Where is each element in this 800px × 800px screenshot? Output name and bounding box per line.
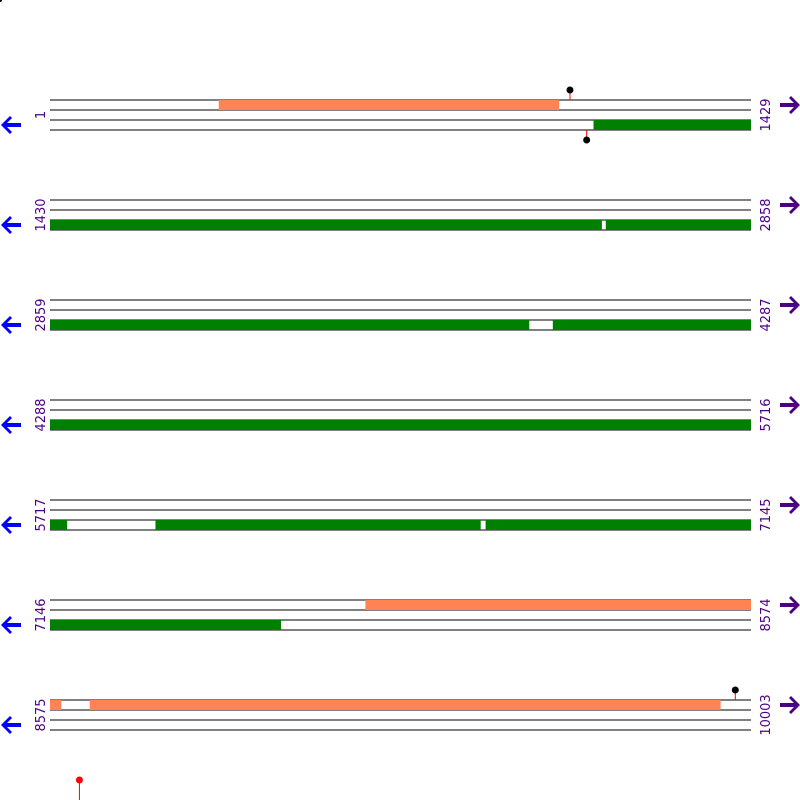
forward-feature-bar (89, 700, 721, 710)
reverse-direction-arrow-icon (1, 716, 21, 734)
reverse-feature-bar (50, 520, 68, 530)
row-start-label: 4288 (34, 398, 49, 431)
site-marker (583, 136, 591, 144)
corner-dot (0, 0, 2, 2)
reverse-feature-bar (593, 120, 751, 130)
forward-direction-arrow-icon (780, 696, 800, 714)
rows-layer: 1 1429 1430 2858 2859 4287 4288 5716 5717 7145 714… (1, 86, 800, 736)
row-end-label: 2858 (759, 198, 774, 231)
forward-feature-bar (218, 100, 560, 110)
forward-direction-arrow-icon (780, 196, 800, 214)
row-start-label: 1430 (34, 198, 49, 231)
reverse-feature-bar (605, 220, 751, 230)
sequence-row: 8575 10003 (1, 686, 800, 736)
sequence-row: 2859 4287 (1, 296, 800, 334)
reverse-feature-bar (155, 520, 481, 530)
reverse-feature-bar (50, 620, 282, 630)
reverse-feature-bar (50, 320, 530, 330)
reverse-direction-arrow-icon (1, 316, 21, 334)
site-marker (75, 776, 83, 784)
reverse-direction-arrow-icon (1, 616, 21, 634)
forward-feature-bar (365, 600, 751, 610)
forward-feature-bar (50, 700, 62, 710)
row-start-label: 2859 (34, 298, 49, 331)
row-start-label: 8575 (34, 698, 49, 731)
row-start-label: 5717 (34, 498, 49, 531)
sequence-row: 7146 8574 (1, 596, 800, 634)
row-start-label: 7146 (34, 598, 49, 631)
forward-direction-arrow-icon (780, 596, 800, 614)
row-end-label: 1429 (759, 98, 774, 131)
row-end-label: 8574 (759, 598, 774, 631)
site-marker (731, 686, 739, 694)
reverse-feature-bar (485, 520, 751, 530)
reverse-feature-bar (552, 320, 751, 330)
bottom-marker-layer (75, 776, 83, 800)
reverse-direction-arrow-icon (1, 416, 21, 434)
sequence-row: 1430 2858 (1, 196, 800, 234)
forward-direction-arrow-icon (780, 496, 800, 514)
sequence-row: 1 1429 (1, 86, 800, 144)
row-end-label: 10003 (759, 694, 774, 735)
reverse-direction-arrow-icon (1, 516, 21, 534)
row-start-label: 1 (34, 111, 49, 119)
sequence-row: 5717 7145 (1, 496, 800, 534)
reverse-direction-arrow-icon (1, 116, 21, 134)
sequence-row: 4288 5716 (1, 396, 800, 434)
row-end-label: 5716 (759, 398, 774, 431)
forward-direction-arrow-icon (780, 96, 800, 114)
row-end-label: 4287 (759, 298, 774, 331)
reverse-feature-bar (50, 420, 751, 430)
reverse-direction-arrow-icon (1, 216, 21, 234)
forward-direction-arrow-icon (780, 296, 800, 314)
row-end-label: 7145 (759, 498, 774, 531)
site-marker (566, 86, 574, 94)
forward-direction-arrow-icon (780, 396, 800, 414)
reverse-feature-bar (50, 220, 602, 230)
